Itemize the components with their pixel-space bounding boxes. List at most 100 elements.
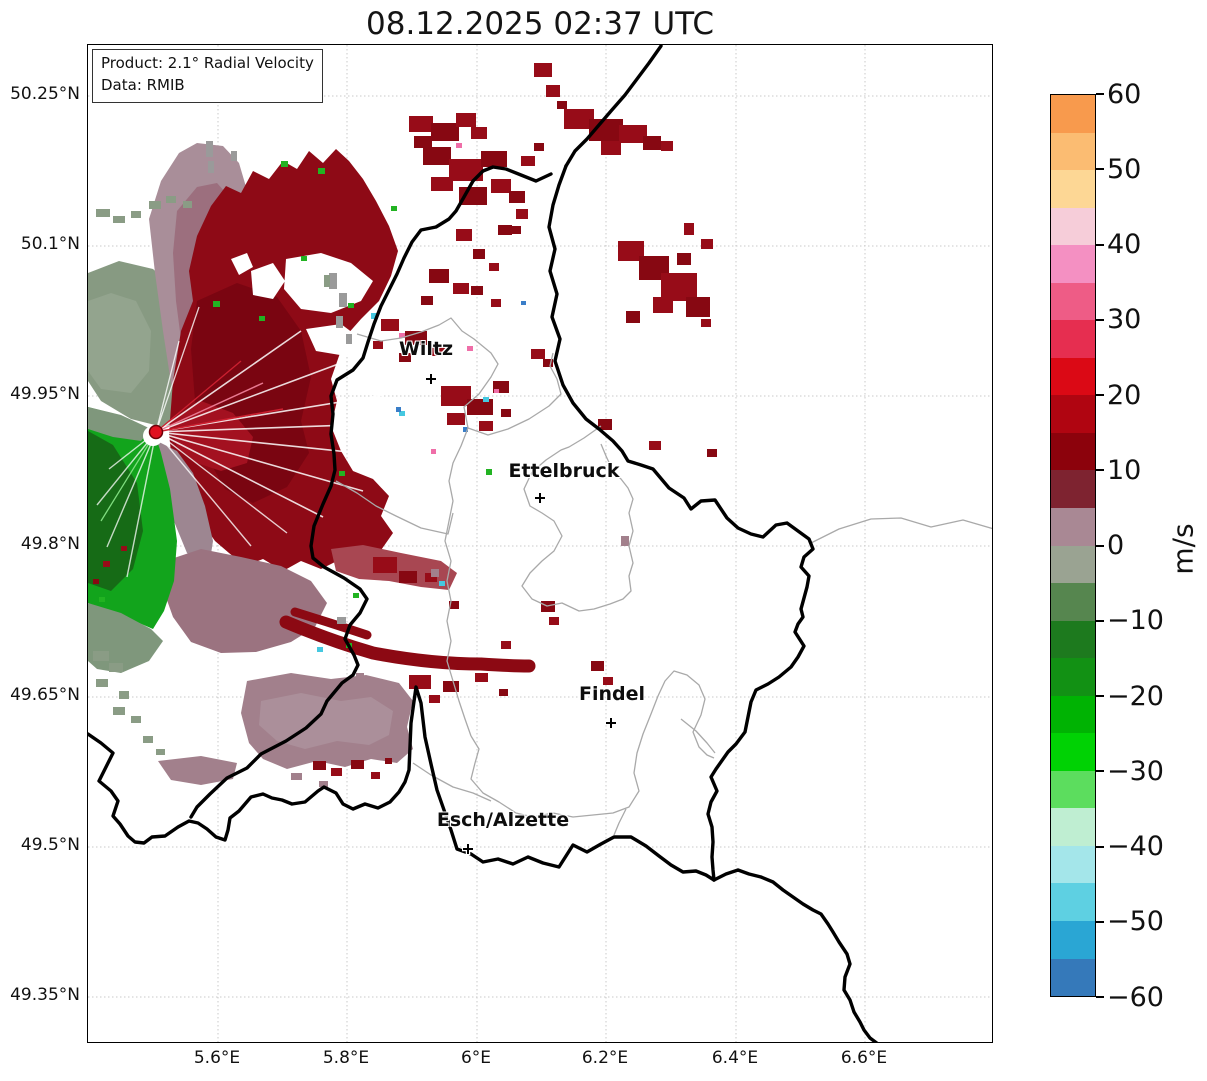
echo-patch bbox=[399, 411, 405, 416]
velocity-region-white-hole-4 bbox=[231, 253, 253, 275]
echo-patch bbox=[93, 651, 109, 661]
echo-patch bbox=[494, 389, 499, 393]
echo-patch bbox=[109, 663, 123, 672]
colorbar-tickmark bbox=[1096, 243, 1104, 246]
echo-patch bbox=[337, 617, 346, 624]
echo-patch bbox=[119, 691, 129, 699]
colorbar-tickmark bbox=[1096, 318, 1104, 321]
colorbar-tick-label: −10 bbox=[1107, 605, 1164, 637]
echo-patch bbox=[373, 341, 383, 349]
echo-patch bbox=[541, 601, 555, 612]
echo-patch bbox=[183, 201, 192, 208]
echo-patch bbox=[431, 177, 453, 191]
national-border bbox=[712, 868, 879, 1042]
echo-patch bbox=[414, 136, 432, 148]
colorbar-tickmark bbox=[1096, 93, 1104, 95]
echo-patch bbox=[339, 293, 347, 307]
colorbar-segment bbox=[1051, 132, 1095, 171]
echo-patch bbox=[491, 179, 511, 193]
colorbar-tick-label: −20 bbox=[1107, 680, 1164, 712]
colorbar-tickmark bbox=[1096, 920, 1104, 923]
echo-patch bbox=[653, 297, 673, 313]
echo-patch bbox=[443, 681, 459, 692]
echo-patch bbox=[429, 269, 449, 283]
echo-patch bbox=[521, 301, 526, 305]
radial-streak bbox=[155, 431, 252, 547]
echo-patch bbox=[206, 141, 213, 157]
echo-patch bbox=[591, 661, 604, 671]
echo-patch bbox=[661, 141, 673, 151]
colorbar-tick-label: 20 bbox=[1107, 379, 1142, 411]
colorbar-segment bbox=[1051, 695, 1095, 734]
colorbar-tick-label: 0 bbox=[1107, 530, 1125, 561]
radial-streak bbox=[96, 431, 157, 506]
echo-patch bbox=[441, 386, 471, 406]
radial-streak bbox=[155, 360, 242, 433]
echo-patch bbox=[456, 229, 472, 241]
echo-patch bbox=[143, 736, 153, 743]
echo-patch bbox=[511, 226, 521, 234]
colorbar-segment bbox=[1051, 95, 1095, 133]
colorbar-segment bbox=[1051, 545, 1095, 584]
lat-tick-label: 49.5°N bbox=[20, 835, 80, 855]
district-border bbox=[356, 317, 499, 429]
colorbar-tickmark bbox=[1096, 168, 1104, 171]
echo-patch bbox=[319, 781, 328, 787]
lat-tick-label: 49.8°N bbox=[20, 534, 80, 554]
lon-tick-label: 6.4°E bbox=[711, 1048, 759, 1068]
echo-patch bbox=[166, 196, 176, 203]
district-border bbox=[810, 517, 992, 544]
radial-streak bbox=[155, 306, 200, 433]
district-border bbox=[467, 352, 562, 436]
colorbar-segment bbox=[1051, 245, 1095, 283]
echo-patch bbox=[456, 113, 476, 127]
echo-patch bbox=[564, 109, 594, 129]
echo-patch bbox=[313, 761, 326, 770]
velocity-region-sage-nw-light bbox=[88, 293, 151, 393]
echo-patch bbox=[346, 334, 352, 344]
echo-patch bbox=[467, 346, 473, 351]
colorbar-segment bbox=[1051, 432, 1095, 471]
lat-tick-label: 49.35°N bbox=[10, 985, 80, 1005]
product-line: Product: 2.1° Radial Velocity bbox=[101, 54, 314, 72]
echo-patch bbox=[431, 449, 436, 454]
lon-tick-label: 6.6°E bbox=[840, 1048, 888, 1068]
radial-streak bbox=[126, 431, 157, 578]
national-border bbox=[88, 685, 716, 882]
city-label-findel: Findel bbox=[578, 683, 646, 705]
echo-patch bbox=[449, 601, 459, 609]
echo-patch bbox=[473, 249, 485, 259]
echo-patch bbox=[391, 206, 397, 211]
echo-patch bbox=[686, 297, 710, 317]
lat-tick-label: 49.65°N bbox=[10, 685, 80, 705]
echo-patch bbox=[626, 311, 640, 323]
velocity-region-mauve-blob-lobe bbox=[158, 756, 237, 785]
product-info-box: Product: 2.1° Radial Velocity Data: RMIB bbox=[92, 49, 323, 103]
district-border bbox=[613, 808, 627, 836]
echo-patch bbox=[113, 216, 125, 223]
data-source-line: Data: RMIB bbox=[101, 75, 185, 94]
echo-patch bbox=[489, 263, 499, 271]
echo-patch bbox=[521, 156, 535, 166]
echo-patch bbox=[96, 209, 110, 217]
echo-patch bbox=[499, 689, 508, 696]
echo-patch bbox=[456, 143, 462, 148]
colorbar-tick-label: 30 bbox=[1107, 304, 1142, 336]
colorbar-unit-label: m/s bbox=[1166, 523, 1200, 575]
echo-patch bbox=[486, 469, 492, 475]
colorbar-tick-label: −60 bbox=[1107, 981, 1164, 1013]
echo-patch bbox=[481, 151, 507, 167]
echo-patch bbox=[371, 772, 380, 779]
echo-patch bbox=[96, 679, 108, 687]
echo-patch bbox=[501, 409, 511, 417]
district-border bbox=[444, 427, 472, 737]
echo-patch bbox=[99, 597, 105, 602]
echo-patch bbox=[531, 349, 545, 359]
echo-patch bbox=[425, 573, 437, 582]
echo-patch bbox=[621, 536, 629, 546]
lon-tick-label: 5.8°E bbox=[322, 1048, 370, 1068]
colorbar-segment bbox=[1051, 207, 1095, 246]
echo-patch bbox=[385, 758, 392, 764]
echo-patch bbox=[399, 353, 411, 362]
colorbar-segment bbox=[1051, 508, 1095, 546]
